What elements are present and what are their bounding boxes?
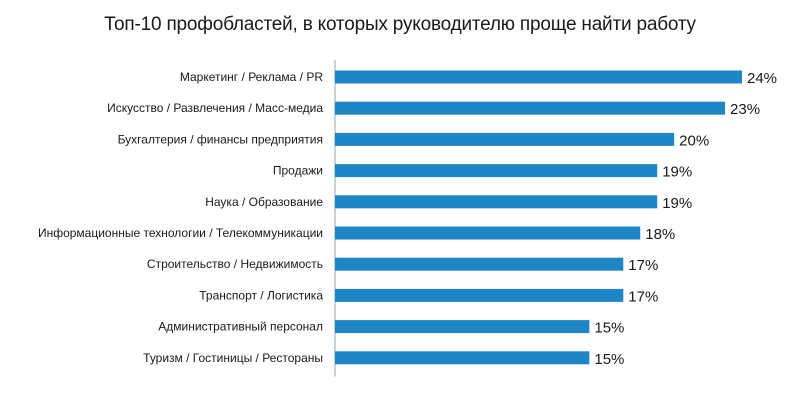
category-label: Строительство / Недвижимость <box>147 257 323 271</box>
bar <box>335 132 675 146</box>
bar <box>335 226 641 240</box>
category-label: Искусство / Развлечения / Масс-медиа <box>107 101 323 115</box>
bar <box>335 101 726 115</box>
category-label: Транспорт / Логистика <box>199 288 323 302</box>
category-label: Маркетинг / Реклама / PR <box>180 70 323 84</box>
data-label: 23% <box>730 101 760 118</box>
bar <box>335 70 742 84</box>
data-label: 19% <box>662 164 692 181</box>
category-label: Информационные технологии / Телекоммуник… <box>38 226 323 240</box>
bar <box>335 257 624 271</box>
bar <box>335 351 590 365</box>
category-label: Наука / Образование <box>205 195 323 209</box>
category-label: Бухгалтерия / финансы предприятия <box>118 132 323 146</box>
bar <box>335 164 658 178</box>
chart-title: Топ-10 профобластей, в которых руководит… <box>104 14 696 35</box>
bars-group: Маркетинг / Реклама / PR 24% Искусство / Р… <box>38 70 777 368</box>
data-label: 18% <box>645 226 675 243</box>
bar <box>335 320 590 334</box>
category-label: Административный персонал <box>158 320 323 334</box>
data-label: 17% <box>628 288 658 305</box>
data-label: 19% <box>662 195 692 212</box>
bar <box>335 195 658 209</box>
data-label: 24% <box>747 70 777 87</box>
data-label: 15% <box>594 320 624 337</box>
category-label: Туризм / Гостиницы / Рестораны <box>143 351 323 365</box>
data-label: 15% <box>594 351 624 368</box>
data-label: 20% <box>679 132 709 149</box>
bar <box>335 288 624 302</box>
data-label: 17% <box>628 257 658 274</box>
category-label: Продажи <box>273 164 323 178</box>
